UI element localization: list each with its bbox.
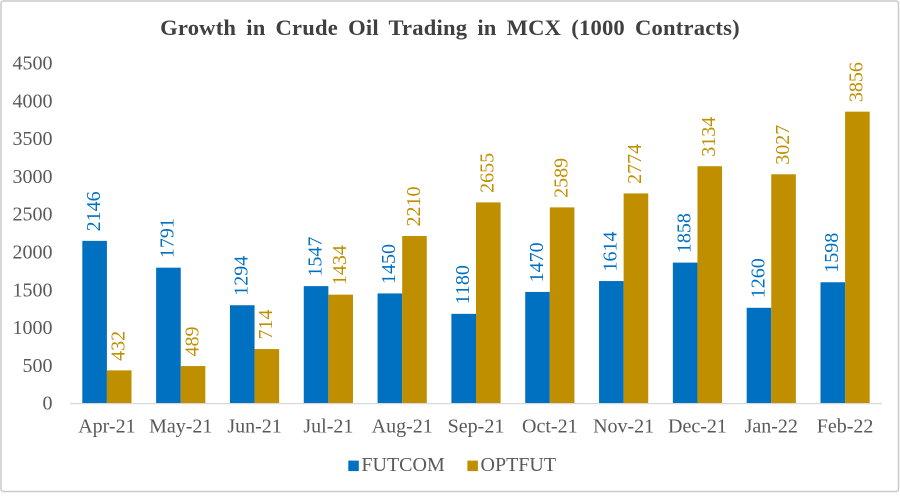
svg-text:1858: 1858 xyxy=(673,213,695,253)
svg-text:2500: 2500 xyxy=(13,204,53,226)
svg-text:432: 432 xyxy=(108,331,130,361)
svg-text:1260: 1260 xyxy=(747,258,769,298)
svg-text:OPTFUT: OPTFUT xyxy=(481,454,557,476)
svg-text:Dec-21: Dec-21 xyxy=(668,416,727,438)
svg-text:4000: 4000 xyxy=(13,90,53,112)
svg-text:0: 0 xyxy=(43,393,53,415)
svg-text:2210: 2210 xyxy=(403,187,425,227)
svg-text:Oct-21: Oct-21 xyxy=(522,416,578,438)
svg-text:Feb-22: Feb-22 xyxy=(817,416,874,438)
svg-text:489: 489 xyxy=(181,327,203,357)
svg-text:1180: 1180 xyxy=(452,265,474,304)
svg-text:714: 714 xyxy=(255,310,277,340)
svg-text:1294: 1294 xyxy=(231,256,253,296)
svg-text:FUTCOM: FUTCOM xyxy=(361,454,445,476)
svg-text:1470: 1470 xyxy=(526,242,548,282)
svg-text:1000: 1000 xyxy=(13,317,53,339)
svg-text:May-21: May-21 xyxy=(149,416,212,438)
svg-text:1434: 1434 xyxy=(329,245,351,285)
svg-text:Jul-21: Jul-21 xyxy=(303,416,353,438)
svg-text:Sep-21: Sep-21 xyxy=(448,416,505,438)
svg-text:Jun-21: Jun-21 xyxy=(227,416,281,438)
svg-text:1614: 1614 xyxy=(600,232,622,272)
svg-text:2589: 2589 xyxy=(550,158,572,198)
svg-text:2146: 2146 xyxy=(83,191,105,231)
svg-text:3856: 3856 xyxy=(846,62,868,102)
svg-text:3134: 3134 xyxy=(698,117,720,157)
svg-text:3500: 3500 xyxy=(13,128,53,150)
svg-text:4500: 4500 xyxy=(13,53,53,75)
svg-text:2000: 2000 xyxy=(13,242,53,264)
svg-text:500: 500 xyxy=(23,355,53,377)
svg-text:Growth in Crude Oil Trading in: Growth in Crude Oil Trading in MCX (1000… xyxy=(160,15,740,40)
svg-text:1547: 1547 xyxy=(304,237,326,277)
svg-text:1791: 1791 xyxy=(157,218,179,258)
svg-text:1598: 1598 xyxy=(821,233,843,273)
svg-text:2655: 2655 xyxy=(477,153,499,193)
svg-text:Jan-22: Jan-22 xyxy=(745,416,798,438)
svg-text:Nov-21: Nov-21 xyxy=(593,416,654,438)
svg-text:Apr-21: Apr-21 xyxy=(78,416,135,438)
svg-text:1450: 1450 xyxy=(378,244,400,284)
svg-text:Aug-21: Aug-21 xyxy=(372,416,433,438)
svg-text:1500: 1500 xyxy=(13,279,53,301)
svg-text:3027: 3027 xyxy=(772,125,794,165)
svg-text:3000: 3000 xyxy=(13,166,53,188)
svg-text:2774: 2774 xyxy=(624,144,646,184)
